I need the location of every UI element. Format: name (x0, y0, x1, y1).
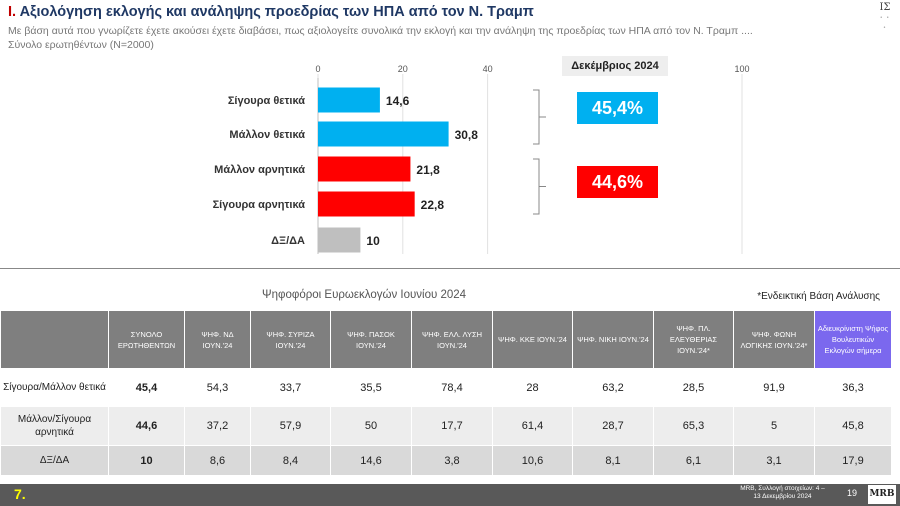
table-title: Ψηφοφόροι Ευρωεκλογών Ιουνίου 2024 (262, 289, 467, 301)
cell: 3,8 (411, 445, 493, 476)
bar (318, 121, 449, 147)
value-label: 22,8 (421, 198, 445, 212)
cell: 8,6 (184, 445, 251, 476)
cell: 61,4 (492, 406, 573, 446)
source-note: MRB, Συλλογή στοιχείων: 4 –13 Δεκεμβρίου… (740, 485, 825, 500)
slide-number: 19 (847, 488, 858, 498)
value-label: 21,8 (416, 163, 440, 177)
table-row: ΔΞ/ΔΑ 10 8,6 8,4 14,6 3,8 10,6 8,1 6,1 3… (0, 445, 892, 476)
cell: 36,3 (814, 368, 892, 407)
category-label: Μάλλον αρνητικά (214, 164, 305, 176)
bar (318, 227, 361, 253)
institute-logo: ΙΣ • • • (879, 2, 891, 32)
cell: 28,7 (572, 406, 654, 446)
value-label: 14,6 (386, 94, 410, 108)
bar-chart: 0 20 40 100 Σίγουρα θετικά 14,6 Μάλλον θετικά 3… (213, 64, 750, 254)
title-text: Αξιολόγηση εκλογής και ανάληψης προεδρία… (19, 4, 534, 20)
cell: 91,9 (733, 368, 815, 407)
bar (318, 191, 415, 217)
summary-negative-box: 44,6% (577, 166, 658, 198)
cell: 14,6 (330, 445, 412, 476)
sample-base: Σύνολο ερωτηθέντων (Ν=2000) (8, 39, 154, 51)
cell: 8,1 (572, 445, 654, 476)
cell: 44,6 (108, 406, 185, 446)
question-text: Με βάση αυτά που γνωρίζετε έχετε ακούσει… (8, 25, 753, 37)
cell: 28 (492, 368, 573, 407)
category-label: Σίγουρα αρνητικά (213, 199, 306, 211)
summary-period-label: Δεκέμβριος 2024 (562, 56, 668, 76)
crosstab-table: ΣΥΝΟΛΟ ΕΡΩΤΗΘΕΝΤΩΝ ΨΗΦ. ΝΔ ΙΟΥΝ.'24 ΨΗΦ.… (0, 310, 892, 476)
cell: 45,4 (108, 368, 185, 407)
cell: 17,7 (411, 406, 493, 446)
col-header: ΣΥΝΟΛΟ ΕΡΩΤΗΘΕΝΤΩΝ (108, 310, 185, 369)
col-header: ΨΗΦ. ΦΩΝΗ ΛΟΓΙΚΗΣ ΙΟΥΝ.'24* (733, 310, 815, 369)
cell: 63,2 (572, 368, 654, 407)
cell: 10 (108, 445, 185, 476)
page-title: Ι. Αξιολόγηση εκλογής και ανάληψης προεδ… (8, 4, 534, 20)
table-row: Σίγουρα/Μάλλον θετικά 45,4 54,3 33,7 35,… (0, 368, 892, 407)
cell: 50 (330, 406, 412, 446)
value-label: 10 (366, 234, 380, 248)
cell: 37,2 (184, 406, 251, 446)
bar (318, 87, 380, 113)
cell: 78,4 (411, 368, 493, 407)
group-bracket (533, 89, 540, 145)
footer-bar (0, 484, 900, 506)
cell: 54,3 (184, 368, 251, 407)
cell: 8,4 (250, 445, 331, 476)
category-label: ΔΞ/ΔΑ (271, 235, 305, 247)
header-corner (0, 310, 109, 369)
cell: 33,7 (250, 368, 331, 407)
col-header: ΨΗΦ. ΣΥΡΙΖΑ ΙΟΥΝ.'24 (250, 310, 331, 369)
x-tick-label: 40 (483, 64, 493, 74)
col-header: ΨΗΦ. ΠΑΣΟΚ ΙΟΥΝ.'24 (330, 310, 412, 369)
group-bracket (533, 158, 540, 215)
cell: 6,1 (653, 445, 734, 476)
cell: 45,8 (814, 406, 892, 446)
x-tick-label: 20 (398, 64, 408, 74)
col-header: ΨΗΦ. ΝΔ ΙΟΥΝ.'24 (184, 310, 251, 369)
section-divider (0, 268, 900, 269)
x-tick-label: 0 (315, 64, 320, 74)
row-label: Μάλλον/Σίγουρα αρνητικά (0, 406, 109, 446)
col-header: ΨΗΦ. ΝΙΚΗ ΙΟΥΝ.'24 (572, 310, 654, 369)
cell: 17,9 (814, 445, 892, 476)
cell: 35,5 (330, 368, 412, 407)
bar (318, 156, 411, 182)
cell: 5 (733, 406, 815, 446)
value-label: 30,8 (455, 128, 479, 142)
title-number: Ι. (8, 4, 17, 20)
col-header-undecided: Αδιευκρίνιστη Ψήφος Βουλευτικών Εκλογών … (814, 310, 892, 369)
x-tick-label: 100 (734, 64, 749, 74)
summary-positive-box: 45,4% (577, 92, 658, 124)
section-number: 7. (14, 486, 26, 502)
row-label: Σίγουρα/Μάλλον θετικά (0, 368, 109, 407)
category-label: Σίγουρα θετικά (228, 95, 305, 107)
cell: 28,5 (653, 368, 734, 407)
category-label: Μάλλον θετικά (229, 129, 305, 141)
col-header: ΨΗΦ. ΠΛ. ΕΛΕΥΘΕΡΙΑΣ ΙΟΥΝ.'24* (653, 310, 734, 369)
table-row: Μάλλον/Σίγουρα αρνητικά 44,6 37,2 57,9 5… (0, 406, 892, 446)
table-note: *Ενδεικτική Βάση Ανάλυσης (757, 291, 880, 302)
cell: 10,6 (492, 445, 573, 476)
col-header: ΨΗΦ. ΕΛΛ. ΛΥΣΗ ΙΟΥΝ.'24 (411, 310, 493, 369)
row-label: ΔΞ/ΔΑ (0, 445, 109, 476)
col-header: ΨΗΦ. ΚΚΕ ΙΟΥΝ.'24 (492, 310, 573, 369)
cell: 3,1 (733, 445, 815, 476)
mrb-logo: MRB (868, 485, 896, 504)
cell: 57,9 (250, 406, 331, 446)
cell: 65,3 (653, 406, 734, 446)
